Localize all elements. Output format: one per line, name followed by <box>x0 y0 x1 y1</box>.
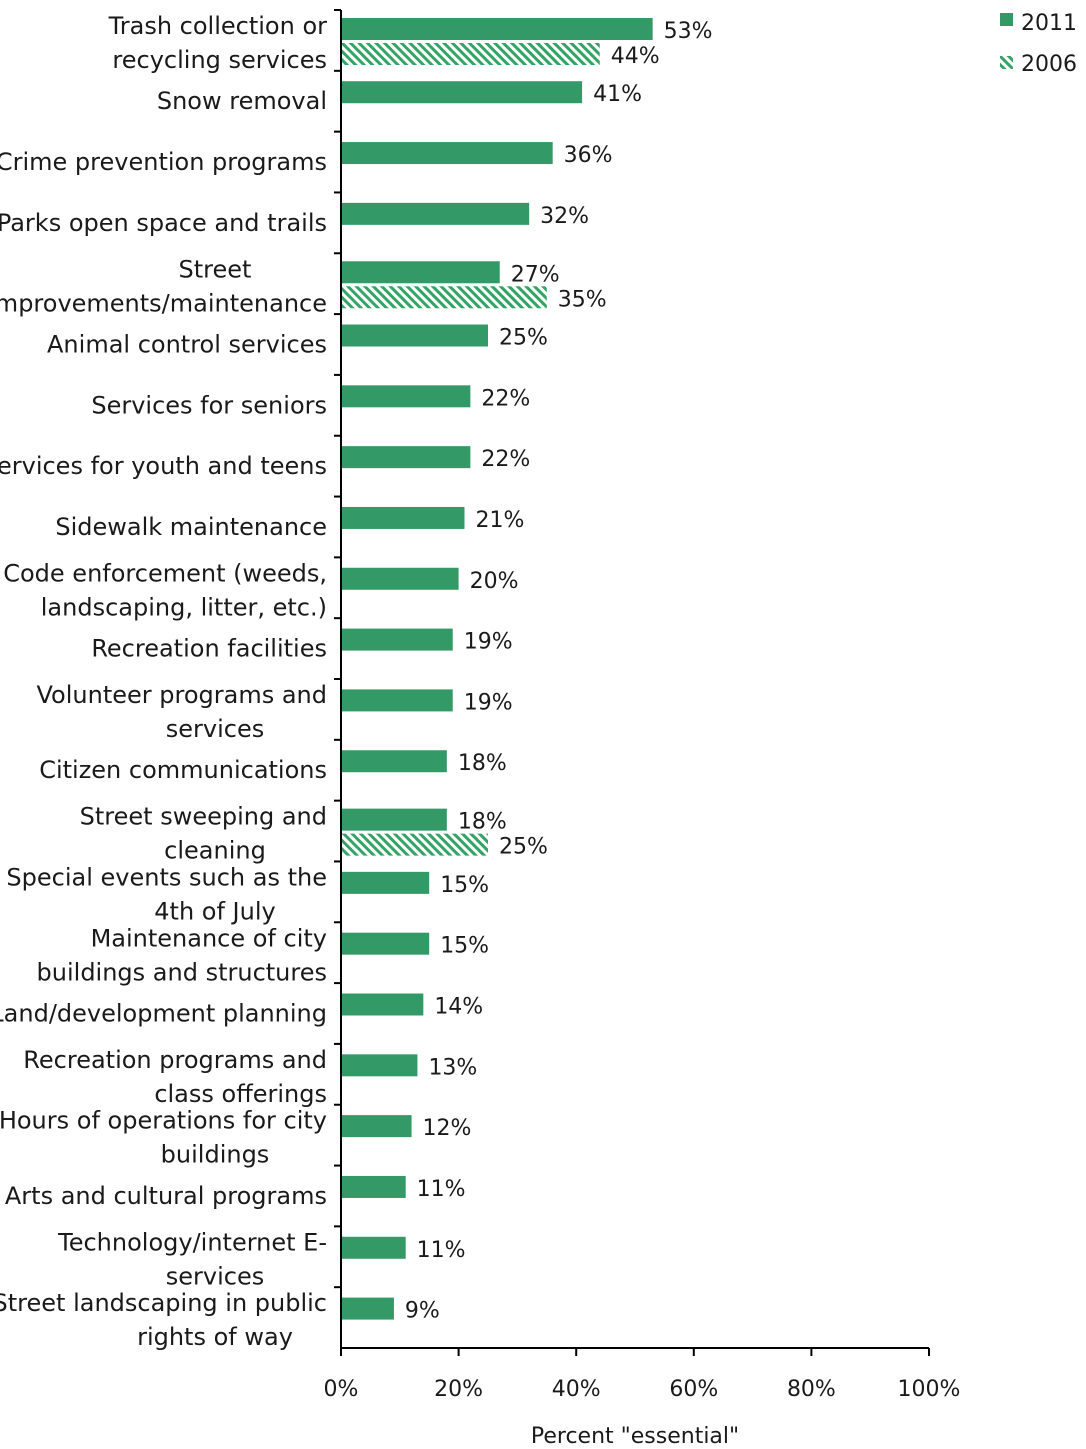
category-label: Volunteer programs and services <box>37 681 328 743</box>
bar-2011 <box>341 202 530 225</box>
data-label-2011: 41% <box>593 82 642 107</box>
data-label-2011: 19% <box>464 690 513 715</box>
bar-2011 <box>341 750 447 773</box>
category-label: Street sweeping and cleaning <box>80 803 327 865</box>
category-label: Snow removal <box>157 87 327 115</box>
bar-2011 <box>341 567 459 590</box>
category-label: Land/development planning <box>0 1000 327 1028</box>
data-label-2011: 9% <box>405 1299 440 1324</box>
category-label: Hours of operations for city buildings <box>0 1107 327 1169</box>
category-label: Recreation facilities <box>91 635 327 663</box>
category-label: Services for youth and teens <box>0 452 327 480</box>
legend-swatch-2011 <box>1000 13 1013 26</box>
x-tick-label: 20% <box>434 1377 483 1402</box>
category-label: Services for seniors <box>91 391 327 419</box>
category-label: Trash collection or recycling services <box>108 12 328 74</box>
x-tick-label: 0% <box>324 1377 359 1402</box>
bar-2006 <box>341 43 600 65</box>
data-label-2011: 19% <box>464 630 513 655</box>
data-label-2011: 14% <box>434 995 483 1020</box>
data-label-2011: 25% <box>499 326 548 351</box>
data-label-2011: 11% <box>417 1177 466 1202</box>
category-label: Crime prevention programs <box>0 148 327 176</box>
x-tick-label: 100% <box>898 1377 961 1402</box>
category-label: Sidewalk maintenance <box>55 513 327 541</box>
bar-2011 <box>341 1297 394 1320</box>
bar-2011 <box>341 142 553 165</box>
bar-2011 <box>341 446 471 469</box>
data-label-2011: 22% <box>481 447 530 472</box>
data-label-2011: 22% <box>481 386 530 411</box>
bar-2011 <box>341 18 653 40</box>
bar-2011 <box>341 324 488 347</box>
category-label: Maintenance of city buildings and structu… <box>37 924 327 986</box>
data-label-2006: 25% <box>499 835 548 860</box>
data-label-2011: 15% <box>440 873 489 898</box>
bar-2011 <box>341 871 430 894</box>
x-tick-label: 80% <box>787 1377 836 1402</box>
bar-2011 <box>341 1054 418 1077</box>
category-label: Special events such as the 4th of July <box>6 863 327 925</box>
data-label-2011: 21% <box>475 508 524 533</box>
data-label-2011: 12% <box>423 1116 472 1141</box>
bar-2011 <box>341 628 453 651</box>
bar-2011 <box>341 261 500 284</box>
category-label: Citizen communications <box>39 756 327 784</box>
legend: 2011 2006 <box>1000 11 1077 77</box>
data-label-2011: 32% <box>540 204 589 229</box>
category-label: Recreation programs and class offerings <box>23 1046 327 1108</box>
x-axis-title: Percent "essential" <box>531 1424 739 1449</box>
data-label-2011: 53% <box>664 19 713 44</box>
x-tick-label: 60% <box>669 1377 718 1402</box>
category-label: Arts and cultural programs <box>5 1182 327 1210</box>
data-label-2011: 36% <box>564 143 613 168</box>
category-label: Technology/internet E-services <box>57 1228 327 1290</box>
category-label: Parks open space and trails <box>0 209 327 237</box>
data-label-2011: 13% <box>428 1055 477 1080</box>
bar-2011 <box>341 689 453 712</box>
legend-label-2006: 2006 <box>1021 52 1077 77</box>
data-label-2011: 18% <box>458 751 507 776</box>
data-label-2011: 20% <box>470 569 519 594</box>
data-label-2006: 44% <box>611 44 660 69</box>
bar-2011 <box>341 932 430 955</box>
data-label-2011: 27% <box>511 262 560 287</box>
category-label: Animal control services <box>47 331 327 359</box>
legend-swatch-2006 <box>1000 56 1013 69</box>
bar-2011 <box>341 385 471 408</box>
data-label-2011: 18% <box>458 810 507 835</box>
bar-2011 <box>341 1115 412 1138</box>
bar-2011 <box>341 81 583 104</box>
bar-2006 <box>341 833 488 856</box>
data-label-2006: 35% <box>558 287 607 312</box>
bar-2011 <box>341 1175 406 1198</box>
bar-2011 <box>341 1236 406 1259</box>
bar-2011 <box>341 808 447 831</box>
bar-2006 <box>341 286 547 309</box>
bar-2011 <box>341 506 465 529</box>
bar-2011 <box>341 993 424 1016</box>
x-tick-label: 40% <box>552 1377 601 1402</box>
category-label: Street landscaping in public rights of wa… <box>0 1289 327 1351</box>
category-label: Street improvements/maintenance <box>0 255 327 317</box>
legend-label-2011: 2011 <box>1021 11 1077 36</box>
data-label-2011: 15% <box>440 934 489 959</box>
data-label-2011: 11% <box>417 1238 466 1263</box>
category-label: Code enforcement (weeds, landscaping, lit… <box>3 559 327 621</box>
